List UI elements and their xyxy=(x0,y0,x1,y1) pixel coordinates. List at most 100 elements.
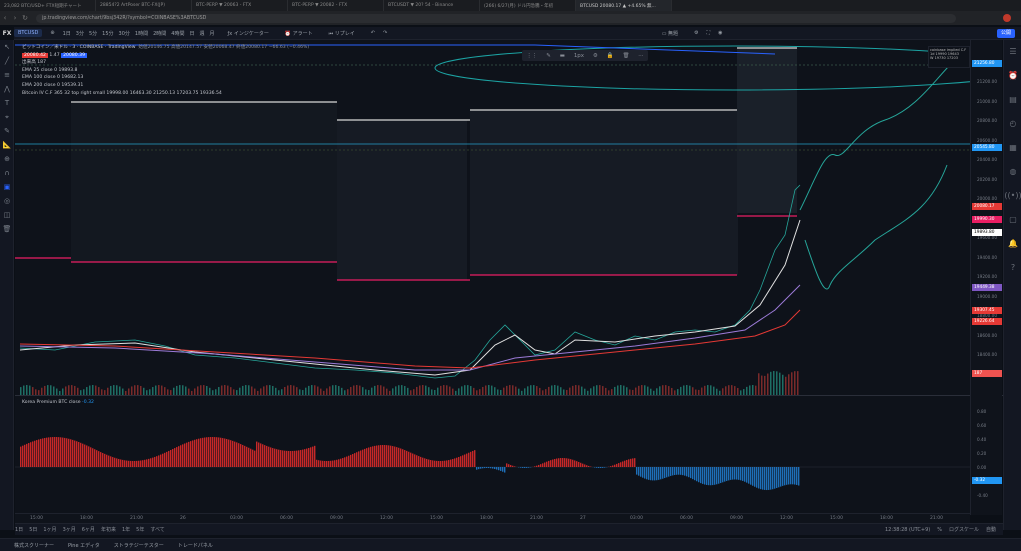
camera-icon[interactable]: ◉ xyxy=(718,30,723,36)
range-button[interactable]: すべて xyxy=(150,527,165,533)
avatar[interactable] xyxy=(1003,14,1011,22)
chat-icon[interactable]: ▢ xyxy=(1009,215,1017,224)
volume-bar xyxy=(467,385,469,395)
histogram-bar xyxy=(68,438,70,467)
range-button[interactable]: 5日 xyxy=(29,527,38,533)
interval-button[interactable]: 30分 xyxy=(118,30,130,37)
hotlist-icon[interactable]: ◴ xyxy=(1009,119,1017,128)
interval-button[interactable]: 3分 xyxy=(75,30,84,37)
time-axis[interactable]: 15:00 18:00 21:00 26 03:00 06:00 09:00 12:00 15:… xyxy=(15,513,970,523)
browser-tab[interactable]: 28854?2 ArtPoser BTC-FX(JP) xyxy=(96,0,192,11)
layout-button[interactable]: ▭ 無題 xyxy=(661,30,679,37)
drag-handle-icon[interactable]: ⋮⋮ xyxy=(526,52,538,59)
browser-tab[interactable]: BTCUSDT ▼ 20? 54 - Binance xyxy=(384,0,480,11)
eye-icon[interactable]: ◎ xyxy=(3,197,11,205)
settings-icon[interactable]: ⚙ xyxy=(694,30,699,36)
magnet-icon[interactable]: ∩ xyxy=(4,169,10,177)
data-window-icon[interactable]: ▤ xyxy=(1009,95,1017,104)
trendline-icon[interactable]: ╱ xyxy=(4,57,10,65)
symbol-title[interactable]: ビットコイン／米ドル · 3 · COINBASE · TradingView … xyxy=(22,45,310,50)
interval-button[interactable]: 5分 xyxy=(88,30,98,37)
interval-button[interactable]: 週 xyxy=(199,30,205,37)
range-button[interactable]: 1年 xyxy=(121,527,131,533)
trash-icon[interactable]: 🗑 xyxy=(2,225,12,233)
zoom-icon[interactable]: ⊕ xyxy=(4,155,10,163)
undo-icon[interactable]: ↶ xyxy=(370,30,375,36)
pine-editor-tab[interactable]: Pine エディタ xyxy=(68,542,100,549)
indicators-button[interactable]: ƒx インジケーター xyxy=(227,30,269,37)
range-button[interactable]: 5年 xyxy=(136,527,145,533)
stock-screener-tab[interactable]: 株式スクリーナー xyxy=(14,542,55,549)
interval-button[interactable]: 4時間 xyxy=(171,30,185,37)
ema25-legend[interactable]: EMA 25 close 0 19893.8 xyxy=(22,67,78,73)
delete-icon[interactable]: 🗑 xyxy=(622,52,630,59)
interval-button[interactable]: 15分 xyxy=(102,30,114,37)
clock[interactable]: 12:38:28 (UTC+9) xyxy=(884,526,931,533)
measure-icon[interactable]: ⌖ xyxy=(5,113,9,121)
volume-legend[interactable]: 出来高 187 xyxy=(22,60,47,66)
browser-tab[interactable]: (266) 6/27(月) ドル円急騰・年初 xyxy=(480,0,576,11)
browser-tab[interactable]: BTC-PERP ▼ 20082 - FTX xyxy=(288,0,384,11)
notifications-icon[interactable]: 🔔 xyxy=(1008,239,1018,248)
cursor-icon[interactable]: ↖ xyxy=(4,43,10,51)
ruler-icon[interactable]: 📐 xyxy=(2,141,12,149)
alert-button[interactable]: ⏰ アラート xyxy=(284,30,313,37)
brush-icon[interactable]: ✎ xyxy=(4,127,10,135)
lock-icon[interactable]: ▣ xyxy=(3,183,11,191)
logo[interactable]: FX xyxy=(0,26,14,40)
percent-toggle[interactable]: % xyxy=(937,526,942,533)
line-width-icon[interactable]: 1px xyxy=(573,52,585,59)
fib-icon[interactable]: ≡ xyxy=(4,71,10,79)
ema200-legend[interactable]: EMA 200 close 0 19539.31 xyxy=(22,82,84,88)
ema100-legend[interactable]: EMA 100 close 0 19682.13 xyxy=(22,75,84,81)
strategy-tester-tab[interactable]: ストラテジーテスター xyxy=(113,542,164,549)
redo-icon[interactable]: ↷ xyxy=(382,30,388,36)
back-icon[interactable]: ‹ xyxy=(3,14,7,22)
text-icon[interactable]: T xyxy=(4,99,10,107)
streams-icon[interactable]: ((•)) xyxy=(1004,191,1021,200)
symbol-search[interactable]: BTCUSD xyxy=(14,29,43,37)
fullscreen-icon[interactable]: ⛶ xyxy=(706,30,711,36)
trading-panel-tab[interactable]: トレードパネル xyxy=(177,542,213,549)
help-icon[interactable]: ? xyxy=(1010,263,1016,272)
pattern-icon[interactable]: ⋀ xyxy=(4,85,10,93)
volume-bar xyxy=(530,385,532,395)
auto-scale-toggle[interactable]: 自動 xyxy=(985,527,996,533)
reload-icon[interactable]: ↻ xyxy=(22,14,28,22)
range-button[interactable]: 1ヶ月 xyxy=(43,527,57,533)
pane-separator[interactable] xyxy=(15,395,1003,396)
ideas-icon[interactable]: ◍ xyxy=(1009,167,1017,176)
range-button[interactable]: 1日 xyxy=(15,527,24,533)
alerts-icon[interactable]: ⏰ xyxy=(1008,71,1018,80)
forward-icon[interactable]: › xyxy=(13,14,17,22)
log-scale-toggle[interactable]: ログスケール xyxy=(948,527,979,533)
lock-icon[interactable]: 🔒 xyxy=(606,52,614,59)
histogram-bar xyxy=(420,456,422,467)
interval-button[interactable]: 日 xyxy=(189,30,195,37)
interval-button[interactable]: 1時間 xyxy=(134,30,149,37)
line-color-icon[interactable]: ▬ xyxy=(559,52,565,59)
price-axis[interactable]: 21200.00 21000.00 20800.00 20600.00 20400.00… xyxy=(970,40,1002,515)
pen-icon[interactable]: ✎ xyxy=(546,52,551,59)
price-chart[interactable] xyxy=(15,40,970,515)
interval-button[interactable]: 1日 xyxy=(62,30,71,37)
calendar-icon[interactable]: ▦ xyxy=(1009,143,1017,152)
settings-icon[interactable]: ⚙ xyxy=(592,52,598,59)
range-button[interactable]: 3ヶ月 xyxy=(62,527,76,533)
more-icon[interactable]: ··· xyxy=(638,52,644,59)
interval-button[interactable]: 月 xyxy=(209,30,215,37)
watchlist-icon[interactable]: ☰ xyxy=(1009,47,1017,56)
interval-button[interactable]: 2時間 xyxy=(153,30,167,37)
browser-tab[interactable]: 23,082 BTC/USD+ FTX短期チャート xyxy=(0,0,96,11)
range-button[interactable]: 6ヶ月 xyxy=(81,527,95,533)
replay-button[interactable]: ⏮ リプレイ xyxy=(328,30,355,37)
add-symbol-icon[interactable]: ⊕ xyxy=(50,30,55,36)
range-button[interactable]: 年初来 xyxy=(100,527,116,533)
browser-tab[interactable]: BTC-PERP ▼ 20063 - FTX xyxy=(192,0,288,11)
browser-tab[interactable]: BTCUSD 20080.17 ▲ +4.65% 無... xyxy=(576,0,672,11)
korea-premium-legend[interactable]: Korea Premium BTC close -0.32 xyxy=(22,400,94,405)
bitcoin-cf-legend[interactable]: Bitcoin IV C.F 365 32 top right small 19… xyxy=(22,90,222,96)
url-input[interactable]: jp.tradingview.com/chart/9bsj342R/?symbo… xyxy=(36,13,956,23)
publish-button[interactable]: 公開 xyxy=(996,28,1015,38)
layers-icon[interactable]: ◫ xyxy=(3,211,11,219)
